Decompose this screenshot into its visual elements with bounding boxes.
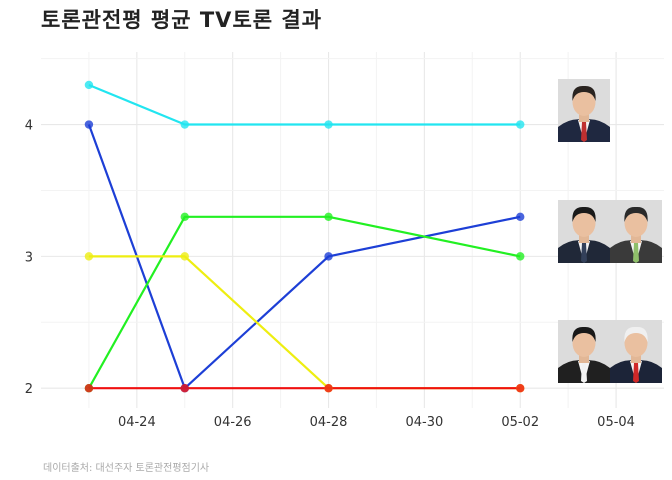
portrait-hair xyxy=(572,206,596,222)
data-point xyxy=(180,212,189,222)
portrait-neck xyxy=(579,112,589,122)
portrait-tie xyxy=(633,363,639,383)
series-lines xyxy=(87,83,521,390)
x-tick-label: 04-24 xyxy=(118,415,156,430)
portrait-neck xyxy=(631,353,641,363)
series-line-1 xyxy=(88,83,521,126)
portrait-photo-1 xyxy=(558,79,610,142)
portrait-face xyxy=(572,209,596,237)
data-point xyxy=(516,120,525,129)
portrait-hair xyxy=(624,326,648,342)
y-tick-label: 3 xyxy=(25,250,33,265)
x-tick-label: 05-04 xyxy=(597,415,635,430)
portrait-neck xyxy=(631,233,641,243)
x-tick-label: 04-30 xyxy=(405,415,443,430)
portrait-hair xyxy=(572,326,596,342)
data-point xyxy=(84,384,94,393)
portrait-tie xyxy=(581,363,587,383)
grid xyxy=(41,52,664,408)
series-line-3 xyxy=(87,215,521,389)
data-point xyxy=(180,120,189,129)
data-point xyxy=(516,252,525,261)
data-point xyxy=(516,384,525,393)
data-point xyxy=(516,212,525,222)
portrait-face xyxy=(572,88,596,116)
portrait-tie xyxy=(581,122,587,142)
portrait-photo-3 xyxy=(610,200,662,263)
data-point xyxy=(84,120,94,129)
data-point xyxy=(324,384,333,393)
portrait-photo-4 xyxy=(558,320,610,383)
portrait-tie xyxy=(633,243,639,263)
x-tick-label: 05-02 xyxy=(501,415,539,430)
data-point xyxy=(324,212,333,222)
x-tick-label: 04-28 xyxy=(310,415,348,430)
series-points xyxy=(84,80,525,393)
data-point xyxy=(180,384,189,393)
portrait-photo-5 xyxy=(610,320,662,383)
data-point xyxy=(324,120,333,129)
x-tick-label: 04-26 xyxy=(214,415,252,430)
data-point xyxy=(84,80,94,90)
portrait-face xyxy=(572,329,596,357)
portrait-photo-2 xyxy=(558,200,610,263)
y-tick-label: 4 xyxy=(25,119,33,134)
portrait-tie xyxy=(581,243,587,263)
portrait-hair xyxy=(624,206,648,222)
portrait-neck xyxy=(579,353,589,363)
tick-labels: 04-24 04-26 04-28 04-30 05-02 05-04 2 3 4 xyxy=(25,119,635,430)
chart-title: 토론관전평 평균 TV토론 결과 xyxy=(41,8,323,32)
data-point xyxy=(324,252,333,261)
data-point xyxy=(84,252,94,261)
portrait-neck xyxy=(579,233,589,243)
data-point xyxy=(180,252,189,261)
portrait-hair xyxy=(572,85,596,101)
portraits xyxy=(558,79,662,383)
chart-caption: 데이터출처: 대선주자 토론관전평점기사 xyxy=(43,463,210,474)
y-tick-label: 2 xyxy=(25,382,33,397)
portrait-face xyxy=(624,329,648,357)
portrait-face xyxy=(624,209,648,237)
